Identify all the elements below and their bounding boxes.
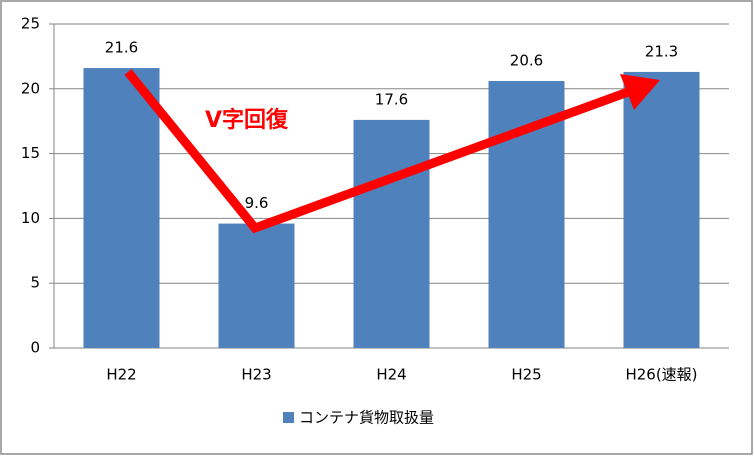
grid (49, 23, 729, 349)
bar (83, 68, 160, 349)
y-tick-label: 25 (21, 15, 40, 33)
bar (353, 119, 430, 349)
y-tick-label: 15 (21, 144, 40, 162)
y-tick-label: 5 (30, 274, 40, 292)
x-tick-label: H23 (241, 366, 271, 384)
y-tick-label: 10 (21, 209, 40, 227)
x-tick-label: H25 (511, 366, 541, 384)
x-tick-label: H24 (376, 366, 406, 384)
bar (623, 71, 700, 349)
arrow-line (124, 69, 630, 234)
legend-swatch (283, 412, 294, 423)
arrow-head (620, 74, 660, 110)
bars (83, 68, 700, 349)
value-label: 9.6 (245, 194, 269, 212)
value-label: 17.6 (375, 90, 408, 108)
labels: 0 5 10 15 20 25 H22 H23 H24 H25 H26(速報) 21.6 9.6 17.6… (21, 15, 698, 427)
legend-label: コンテナ貨物取扱量 (299, 409, 434, 427)
bar (218, 223, 295, 348)
x-tick-label: H22 (106, 366, 136, 384)
value-label: 21.3 (645, 42, 678, 60)
trend-arrow (124, 69, 660, 234)
value-label: 20.6 (510, 52, 543, 70)
value-label: 21.6 (105, 39, 138, 57)
x-tick-label: H26(速報) (625, 366, 697, 384)
annotation: V字回復 (205, 107, 289, 133)
y-tick-label: 20 (21, 79, 40, 97)
y-tick-label: 0 (30, 339, 40, 357)
